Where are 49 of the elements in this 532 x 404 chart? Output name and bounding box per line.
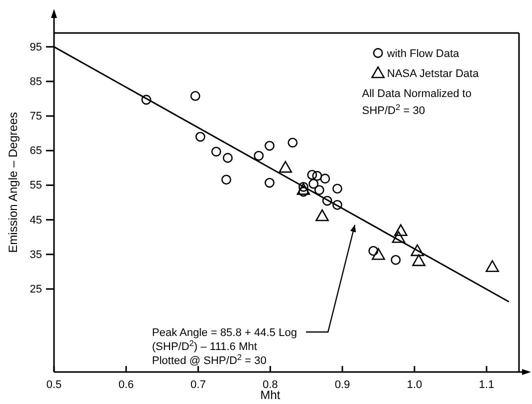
annotation: All Data Normalized to SHP/D$^{2}$ = 30 xyxy=(362,88,472,117)
point xyxy=(308,178,318,189)
point xyxy=(486,260,499,272)
annotation: Peak Angle = 85.8 + 44.5 Log (SHP/D$^{2}$) – 111.6 Mht Plotted @ SHP/D$^{2}$ = 30 xyxy=(152,327,297,367)
x-tick-label: 0.7 xyxy=(190,378,206,391)
y-tick-label: 25 xyxy=(30,284,42,296)
point xyxy=(288,138,298,148)
x-tick-label: 1.1 xyxy=(478,378,494,391)
x-tick-label: 0.5 xyxy=(46,378,62,391)
x-tick-label: 0.8 xyxy=(262,378,278,391)
point xyxy=(312,170,322,181)
point xyxy=(222,152,233,163)
point xyxy=(190,91,200,101)
point xyxy=(264,140,275,151)
y-tick-label: 95 xyxy=(30,41,42,54)
point xyxy=(316,209,329,222)
point xyxy=(410,244,424,256)
point xyxy=(296,183,310,195)
point xyxy=(390,254,401,265)
legend-label: with Flow Data xyxy=(386,48,460,60)
point xyxy=(392,231,406,243)
point xyxy=(254,150,264,161)
point xyxy=(211,146,222,157)
y-tick-label: 45 xyxy=(30,214,42,226)
y-tick-label: 65 xyxy=(30,145,42,158)
x-tick-label: 0.9 xyxy=(334,378,350,391)
y-tick-label: 85 xyxy=(30,76,42,88)
point xyxy=(372,248,386,260)
x-tick-label: 0.6 xyxy=(118,378,134,391)
point xyxy=(264,178,275,188)
point xyxy=(221,174,232,185)
y-tick-label: 55 xyxy=(30,180,42,192)
y-axis-title: Emission Angle – Degrees xyxy=(6,112,20,253)
point xyxy=(320,174,330,184)
point xyxy=(412,254,426,266)
point xyxy=(332,184,342,194)
point xyxy=(195,132,206,142)
y-tick-label: 75 xyxy=(30,110,42,123)
x-axis-title: Mht xyxy=(260,388,281,402)
point xyxy=(314,185,324,195)
point xyxy=(141,94,152,105)
x-tick-label: 1.0 xyxy=(406,378,422,391)
y-tick-label: 35 xyxy=(30,248,42,261)
point xyxy=(322,196,332,206)
legend-label: NASA Jetstar Data xyxy=(387,68,480,80)
point xyxy=(278,160,292,173)
point xyxy=(307,170,318,180)
point xyxy=(394,224,408,236)
point xyxy=(332,200,342,210)
